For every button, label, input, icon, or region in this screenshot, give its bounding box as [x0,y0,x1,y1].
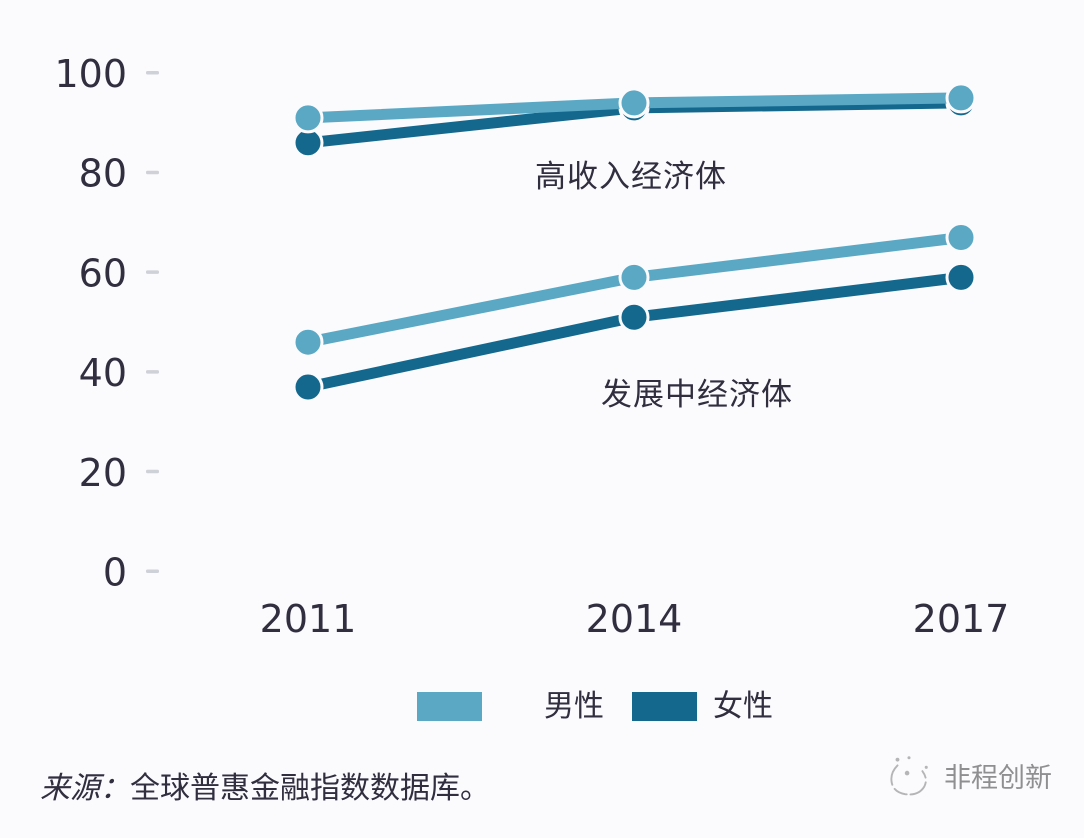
data-point [292,326,324,358]
y-axis-tick-mark [146,469,159,474]
source-note: 来源：全球普惠金融指数数据库。 [40,763,490,807]
source-text: 全球普惠金融指数数据库。 [130,771,490,806]
x-axis-tick-label: 2011 [260,597,357,641]
data-point [618,261,650,293]
y-axis-tick-mark [146,170,159,175]
watermark: 非程创新 [884,752,1052,798]
y-axis-tick-label: 60 [79,251,127,295]
watermark-logo-icon [890,756,928,796]
y-axis-tick-label: 20 [79,451,127,495]
data-point [945,82,977,114]
x-axis-tick-label: 2017 [913,597,1010,641]
data-point [618,87,650,119]
data-point [292,371,324,403]
legend-label-female: 女性 [713,689,773,724]
series-label-high-income: 高收入经济体 [535,159,727,195]
y-axis-tick-mark [146,71,159,75]
data-point [292,102,324,134]
data-point [945,222,977,254]
y-axis-tick-mark [146,370,159,374]
y-axis-tick-label: 0 [103,551,127,595]
data-point [945,261,977,293]
watermark-text: 非程创新 [944,762,1052,794]
y-axis-tick-label: 40 [79,351,127,395]
series-label-developing: 发展中经济体 [601,377,793,413]
line-chart-plot: 0 20 40 60 80 100 2011 2014 2017 [54,52,1010,641]
y-axis-tick-label: 80 [79,152,127,196]
y-axis-tick-label: 100 [54,52,127,96]
y-axis-tick-mark [146,270,159,274]
x-axis-tick-label: 2014 [586,597,683,641]
legend-swatch-female [632,692,697,721]
legend-swatch-male [417,692,482,721]
legend-label-male: 男性 [544,689,604,724]
y-axis-tick-mark [146,569,159,573]
data-point [618,301,650,333]
source-prefix-label: 来源： [40,771,130,806]
